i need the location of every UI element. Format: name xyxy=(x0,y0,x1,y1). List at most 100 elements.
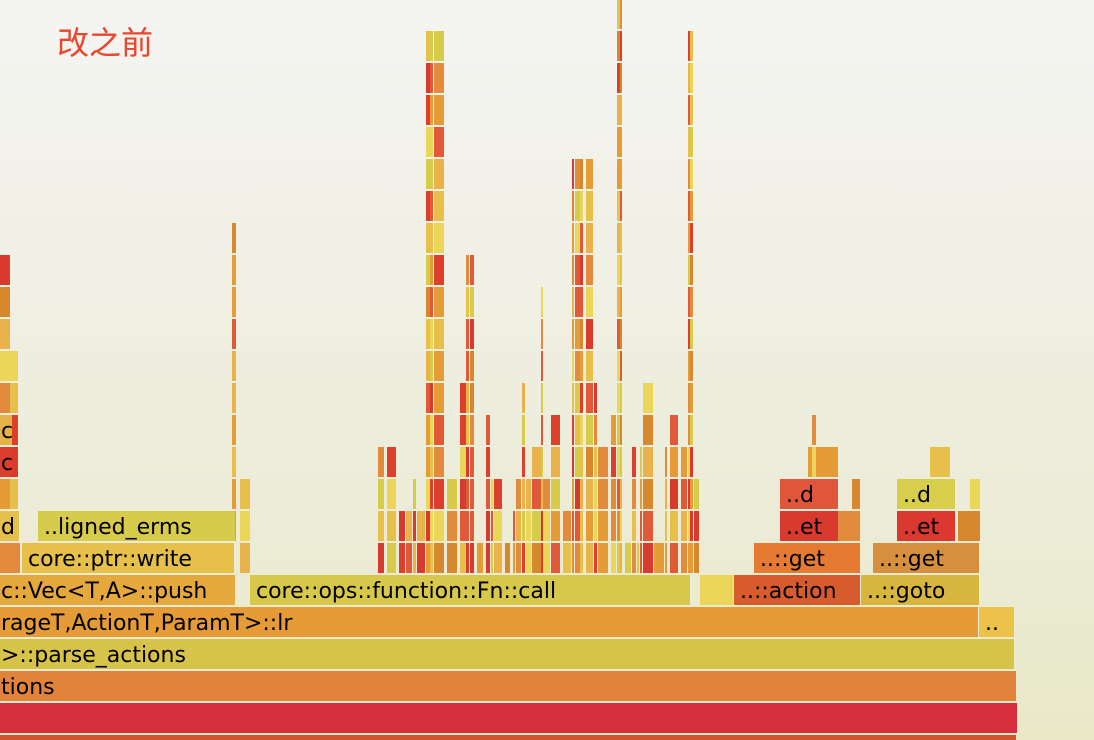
stack-frame[interactable] xyxy=(541,287,543,317)
stack-frame[interactable] xyxy=(541,383,543,413)
stack-frame[interactable] xyxy=(665,511,667,541)
stack-frame[interactable] xyxy=(665,543,667,573)
flame-frame[interactable] xyxy=(780,511,838,541)
stack-frame[interactable] xyxy=(466,479,469,509)
stack-frame[interactable] xyxy=(688,223,690,253)
stack-frame[interactable] xyxy=(619,223,622,253)
stack-frame[interactable] xyxy=(580,159,583,189)
stack-frame[interactable] xyxy=(532,511,542,541)
stack-frame[interactable] xyxy=(572,159,574,189)
stack-frame[interactable] xyxy=(426,191,430,221)
stack-frame[interactable] xyxy=(812,415,816,445)
stack-frame[interactable] xyxy=(426,479,430,509)
stack-frame[interactable] xyxy=(430,191,433,221)
stack-frame[interactable] xyxy=(594,479,597,509)
stack-frame[interactable] xyxy=(494,511,502,541)
stack-frame[interactable] xyxy=(611,511,616,541)
stack-frame[interactable] xyxy=(930,447,950,477)
stack-frame[interactable] xyxy=(426,447,430,477)
stack-frame[interactable] xyxy=(406,543,412,573)
stack-frame[interactable] xyxy=(0,479,10,509)
stack-frame[interactable] xyxy=(10,447,18,477)
stack-frame[interactable] xyxy=(430,351,433,381)
stack-frame[interactable] xyxy=(572,351,574,381)
stack-frame[interactable] xyxy=(470,255,474,285)
stack-frame[interactable] xyxy=(526,511,531,541)
stack-frame[interactable] xyxy=(466,543,469,573)
stack-frame[interactable] xyxy=(470,479,474,509)
stack-frame[interactable] xyxy=(670,511,678,541)
stack-frame[interactable] xyxy=(617,31,620,61)
stack-frame[interactable] xyxy=(486,543,490,573)
stack-frame[interactable] xyxy=(617,319,620,349)
flame-frame[interactable] xyxy=(0,511,19,541)
stack-frame[interactable] xyxy=(491,479,493,509)
stack-frame[interactable] xyxy=(580,255,583,285)
stack-frame[interactable] xyxy=(541,319,543,349)
stack-frame[interactable] xyxy=(575,479,580,509)
stack-frame[interactable] xyxy=(10,415,18,445)
stack-frame[interactable] xyxy=(617,223,620,253)
stack-frame[interactable] xyxy=(460,543,469,573)
stack-frame[interactable] xyxy=(640,543,642,573)
stack-frame[interactable] xyxy=(640,447,642,477)
stack-frame[interactable] xyxy=(688,159,690,189)
stack-frame[interactable] xyxy=(387,511,396,541)
stack-frame[interactable] xyxy=(665,447,667,477)
stack-frame[interactable] xyxy=(632,543,636,573)
stack-frame[interactable] xyxy=(406,511,412,541)
stack-frame[interactable] xyxy=(541,511,543,541)
flame-frame[interactable] xyxy=(754,543,860,573)
stack-frame[interactable] xyxy=(694,511,699,541)
stack-frame[interactable] xyxy=(611,415,616,445)
stack-frame[interactable] xyxy=(586,159,593,189)
stack-frame[interactable] xyxy=(426,287,430,317)
stack-frame[interactable] xyxy=(594,511,597,541)
stack-frame[interactable] xyxy=(619,543,622,573)
stack-frame[interactable] xyxy=(619,127,622,157)
stack-frame[interactable] xyxy=(470,511,474,541)
stack-frame[interactable] xyxy=(378,447,384,477)
stack-frame[interactable] xyxy=(640,511,642,541)
stack-frame[interactable] xyxy=(491,511,493,541)
stack-frame[interactable] xyxy=(543,511,550,541)
flame-frame[interactable] xyxy=(0,575,235,605)
stack-frame[interactable] xyxy=(632,447,636,477)
stack-frame[interactable] xyxy=(690,319,693,349)
stack-frame[interactable] xyxy=(426,31,430,61)
stack-frame[interactable] xyxy=(232,287,236,317)
stack-frame[interactable] xyxy=(232,255,236,285)
stack-frame[interactable] xyxy=(617,255,620,285)
stack-frame[interactable] xyxy=(690,383,693,413)
stack-frame[interactable] xyxy=(232,319,236,349)
flame-frame[interactable] xyxy=(0,703,1017,733)
stack-frame[interactable] xyxy=(572,319,574,349)
flame-frame[interactable] xyxy=(38,511,235,541)
stack-frame[interactable] xyxy=(586,287,593,317)
stack-frame[interactable] xyxy=(513,511,515,541)
flame-frame[interactable] xyxy=(0,415,12,445)
stack-frame[interactable] xyxy=(575,383,580,413)
stack-frame[interactable] xyxy=(470,415,474,445)
stack-frame[interactable] xyxy=(580,287,583,317)
stack-frame[interactable] xyxy=(426,255,430,285)
stack-frame[interactable] xyxy=(434,95,444,125)
stack-frame[interactable] xyxy=(426,383,430,413)
flame-frame[interactable] xyxy=(897,479,955,509)
stack-frame[interactable] xyxy=(430,543,433,573)
stack-frame[interactable] xyxy=(434,159,444,189)
stack-frame[interactable] xyxy=(625,543,631,573)
stack-frame[interactable] xyxy=(430,319,433,349)
stack-frame[interactable] xyxy=(240,479,250,509)
stack-frame[interactable] xyxy=(516,511,521,541)
stack-frame[interactable] xyxy=(619,511,622,541)
stack-frame[interactable] xyxy=(594,447,597,477)
stack-frame[interactable] xyxy=(10,383,18,413)
stack-frame[interactable] xyxy=(690,159,693,189)
stack-frame[interactable] xyxy=(486,415,490,445)
stack-frame[interactable] xyxy=(426,223,430,253)
stack-frame[interactable] xyxy=(447,479,457,509)
stack-frame[interactable] xyxy=(619,479,622,509)
stack-frame[interactable] xyxy=(430,383,433,413)
stack-frame[interactable] xyxy=(586,383,593,413)
